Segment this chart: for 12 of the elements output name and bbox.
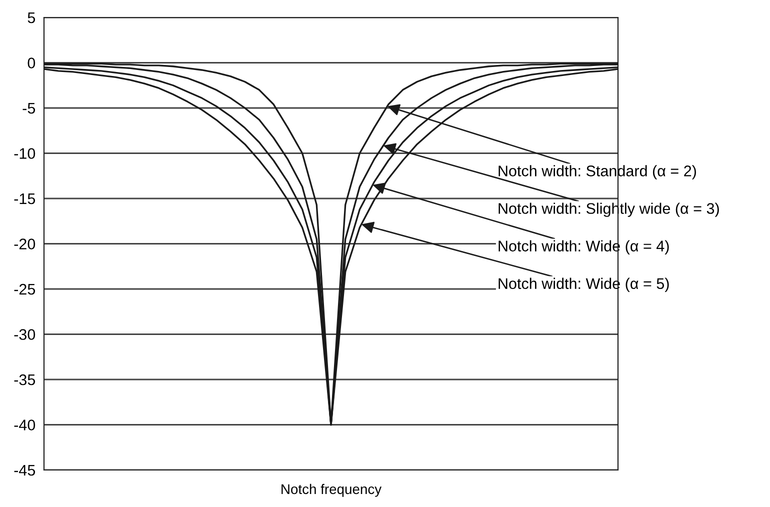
y-tick-label: -15 [14,194,36,204]
y-tick-label: -30 [14,329,36,340]
y-tick-label: -5 [22,103,36,114]
x-axis-title: Notch frequency [282,484,382,497]
y-tick-label: -25 [14,284,36,295]
y-tick-label: 0 [28,58,36,68]
y-tick-label: -35 [14,374,36,386]
y-tick-label: -10 [14,148,36,159]
y-tick-label: 5 [28,12,36,24]
y-tick-label: -40 [14,420,36,430]
y-tick-label: -20 [14,238,36,250]
y-tick-label: -45 [14,465,36,476]
